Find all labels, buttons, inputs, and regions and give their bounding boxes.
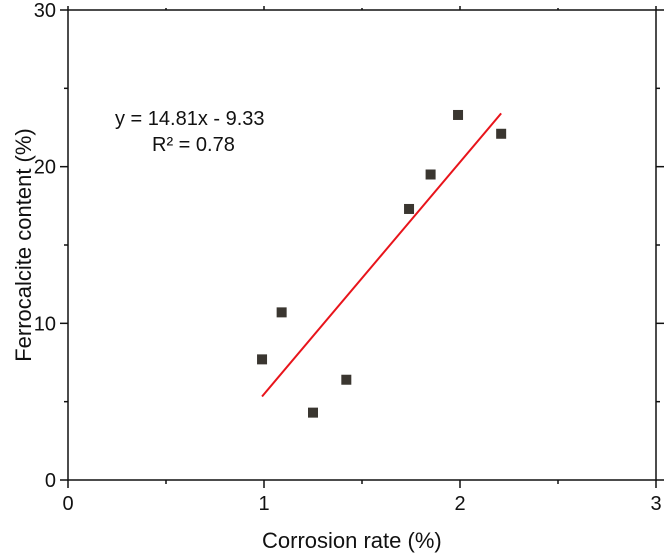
x-tick-label: 3 [650, 493, 661, 515]
x-tick-label: 1 [258, 493, 269, 515]
data-point [308, 407, 318, 418]
data-point [453, 109, 464, 120]
r2-label: R² = 0.78 [152, 134, 235, 156]
fit-line [261, 112, 502, 398]
y-tick-label: 20 [34, 157, 56, 179]
equation-label: y = 14.81x - 9.33 [115, 108, 265, 130]
data-point [257, 354, 268, 365]
data-point [276, 307, 287, 318]
y-tick-label: 30 [34, 0, 56, 22]
y-axis-label: Ferrocalcite content (%) [11, 128, 36, 362]
data-point [496, 128, 507, 139]
x-axis-label: Corrosion rate (%) [262, 528, 442, 553]
x-tick-label: 2 [454, 493, 465, 515]
data-point [341, 374, 352, 385]
plot-frame [67, 9, 657, 481]
data-point [425, 169, 436, 180]
y-tick-label: 10 [34, 313, 56, 335]
y-tick-label: 0 [45, 470, 56, 492]
data-point [404, 203, 415, 214]
x-tick-label: 0 [62, 493, 73, 515]
